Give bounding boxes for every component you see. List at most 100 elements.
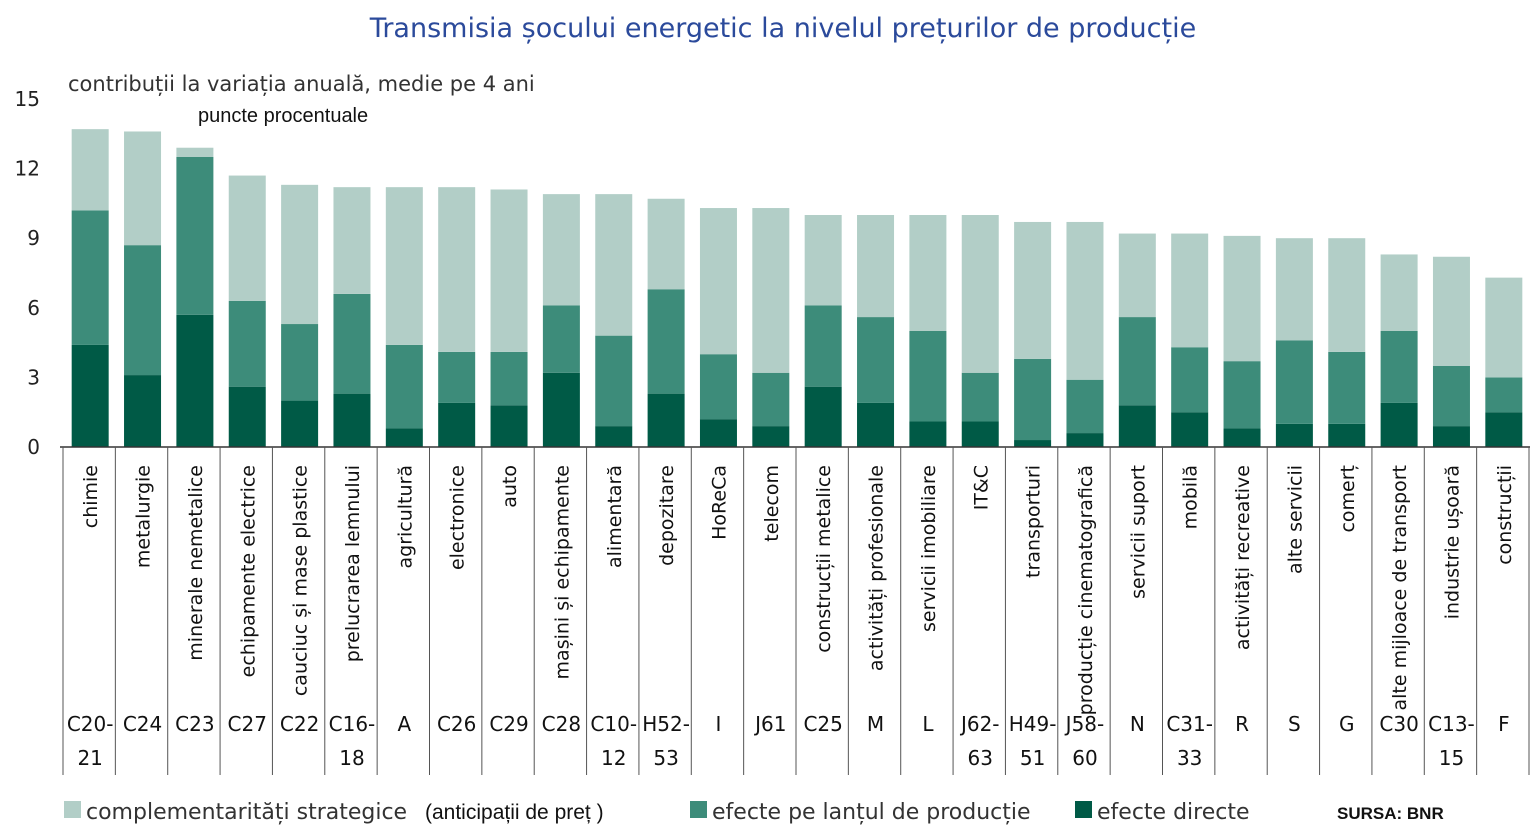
bar-segment bbox=[647, 198, 685, 290]
bar-segment bbox=[385, 187, 423, 345]
bar-segment bbox=[1432, 256, 1470, 366]
bar-segment bbox=[124, 375, 162, 447]
bar-segment bbox=[1485, 277, 1523, 378]
bar-segment bbox=[1223, 428, 1261, 447]
category-code: R bbox=[1235, 712, 1249, 736]
category-label: telecom bbox=[761, 465, 783, 542]
category-code: C27 bbox=[228, 712, 267, 736]
bar-segment bbox=[438, 351, 476, 403]
bar-segment bbox=[490, 189, 528, 352]
bar-segment bbox=[438, 402, 476, 447]
bar-segment bbox=[1432, 365, 1470, 427]
y-axis: 0 3 6 9 12 15 bbox=[15, 87, 40, 459]
legend-note: (anticipații de preț ) bbox=[425, 801, 604, 824]
category-label: industrie ușoară bbox=[1441, 465, 1463, 619]
x-axis-code-labels: C20- 21 C24 C23 C27 C22 C16- 18 A C26 C29 C28 C10- 12… bbox=[67, 712, 1510, 770]
bar-segment bbox=[1275, 238, 1313, 341]
bar-segment bbox=[595, 194, 633, 336]
legend-swatch-direct bbox=[1075, 801, 1092, 818]
category-label: metalurgie bbox=[133, 465, 155, 568]
bar-segment bbox=[699, 354, 737, 420]
bar-segment bbox=[1380, 254, 1418, 331]
category-code: H52- bbox=[642, 712, 690, 736]
bar-segment bbox=[909, 331, 947, 422]
category-label: IT&C bbox=[970, 465, 992, 510]
bar-segment bbox=[281, 184, 319, 325]
category-code: C31- bbox=[1166, 712, 1213, 736]
category-label: cauciuc și mase plastice bbox=[290, 465, 312, 696]
bar-segment bbox=[438, 187, 476, 352]
category-code: J58- bbox=[1064, 712, 1105, 736]
bar-segment bbox=[1380, 402, 1418, 447]
category-code: 18 bbox=[339, 746, 364, 770]
y-tick-label: 9 bbox=[27, 226, 40, 250]
bar-segment bbox=[1118, 317, 1156, 406]
y-tick-label: 12 bbox=[15, 157, 40, 181]
y-tick-label: 6 bbox=[27, 296, 40, 320]
bar-segment bbox=[333, 187, 371, 294]
category-code: C13- bbox=[1428, 712, 1475, 736]
category-label: activități profesionale bbox=[866, 465, 888, 671]
category-label: producție cinematografică bbox=[1075, 465, 1097, 715]
bar-segment bbox=[1066, 433, 1104, 447]
category-label: mobilă bbox=[1180, 465, 1202, 529]
category-code: 33 bbox=[1177, 746, 1202, 770]
bars-group bbox=[71, 129, 1523, 447]
bar-segment bbox=[752, 426, 790, 447]
chart-title: Transmisia șocului energetic la nivelul … bbox=[369, 13, 1196, 44]
bar-segment bbox=[490, 351, 528, 406]
bar-segment bbox=[385, 344, 423, 429]
bar-segment bbox=[228, 175, 266, 301]
category-label: minerale nemetalice bbox=[185, 465, 207, 661]
bar-segment bbox=[1485, 377, 1523, 413]
bar-segment bbox=[752, 208, 790, 373]
category-code: A bbox=[397, 712, 411, 736]
bar-segment bbox=[71, 210, 109, 345]
category-code: C24 bbox=[123, 712, 162, 736]
bar-segment bbox=[1171, 233, 1209, 348]
category-code: 21 bbox=[77, 746, 102, 770]
category-label: chimie bbox=[80, 465, 102, 528]
category-code: J61 bbox=[753, 712, 786, 736]
bar-segment bbox=[961, 372, 999, 422]
category-code: 53 bbox=[653, 746, 678, 770]
bar-segment bbox=[1485, 412, 1523, 447]
chart-subtitle: contribuții la variația anuală, medie pe… bbox=[68, 72, 535, 96]
legend: complementarități strategice (anticipați… bbox=[64, 800, 1250, 825]
category-code: F bbox=[1498, 712, 1510, 736]
category-label: transporturi bbox=[1023, 465, 1045, 578]
bar-segment bbox=[1328, 238, 1366, 352]
bar-segment bbox=[1171, 347, 1209, 413]
y-axis-unit: puncte procentuale bbox=[198, 105, 368, 127]
bar-segment bbox=[804, 386, 842, 447]
category-code: C26 bbox=[437, 712, 476, 736]
category-label: electronice bbox=[447, 465, 469, 570]
bar-segment bbox=[71, 344, 109, 447]
bar-segment bbox=[1275, 423, 1313, 447]
bar-segment bbox=[909, 215, 947, 331]
category-label: agricultură bbox=[394, 465, 416, 569]
bar-segment bbox=[176, 147, 214, 157]
category-label: alte servicii bbox=[1284, 465, 1306, 574]
bar-segment bbox=[804, 215, 842, 306]
bar-segment bbox=[804, 305, 842, 387]
bar-segment bbox=[176, 314, 214, 447]
bar-segment bbox=[857, 215, 895, 318]
bar-segment bbox=[333, 393, 371, 447]
bar-segment bbox=[228, 386, 266, 447]
category-code: C20- bbox=[67, 712, 114, 736]
bar-segment bbox=[961, 215, 999, 373]
bar-segment bbox=[1066, 379, 1104, 434]
category-code: L bbox=[922, 712, 934, 736]
category-code: C23 bbox=[175, 712, 214, 736]
category-label: construcții bbox=[1494, 465, 1516, 565]
category-code: H49- bbox=[1009, 712, 1057, 736]
category-code: G bbox=[1339, 712, 1355, 736]
bar-segment bbox=[1275, 340, 1313, 424]
bar-segment bbox=[176, 157, 214, 315]
category-label: prelucrarea lemnului bbox=[342, 465, 364, 662]
bar-segment bbox=[647, 289, 685, 394]
category-label: servicii suport bbox=[1127, 465, 1149, 599]
legend-swatch-chain bbox=[690, 801, 707, 818]
